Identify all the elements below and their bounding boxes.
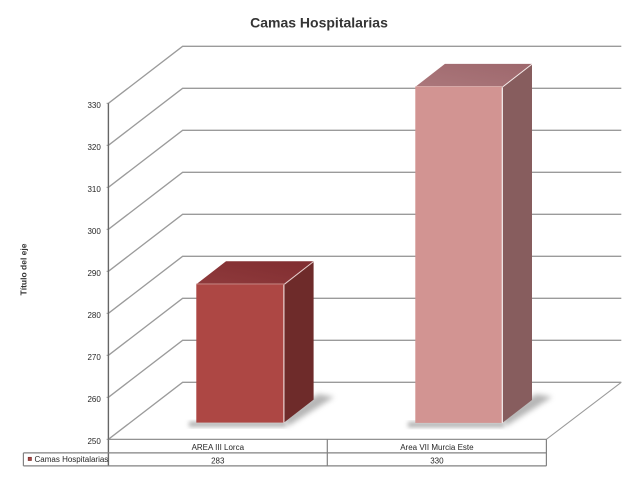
- svg-text:300: 300: [87, 227, 101, 236]
- svg-text:250: 250: [87, 437, 101, 446]
- svg-text:260: 260: [87, 395, 101, 404]
- svg-text:Camas Hospitalarias: Camas Hospitalarias: [250, 14, 388, 30]
- svg-text:330: 330: [430, 456, 444, 465]
- svg-text:320: 320: [87, 143, 101, 152]
- svg-text:280: 280: [87, 311, 101, 320]
- svg-text:330: 330: [87, 101, 101, 110]
- svg-text:Camas Hospitalarias: Camas Hospitalarias: [35, 455, 109, 464]
- svg-text:Título del eje: Título del eje: [19, 243, 29, 295]
- svg-text:AREA III Lorca: AREA III Lorca: [192, 443, 245, 452]
- svg-text:310: 310: [87, 185, 101, 194]
- svg-text:290: 290: [87, 269, 101, 278]
- svg-text:270: 270: [87, 353, 101, 362]
- svg-text:283: 283: [211, 456, 225, 465]
- svg-text:Area VII Murcia Este: Area VII Murcia Este: [400, 443, 474, 452]
